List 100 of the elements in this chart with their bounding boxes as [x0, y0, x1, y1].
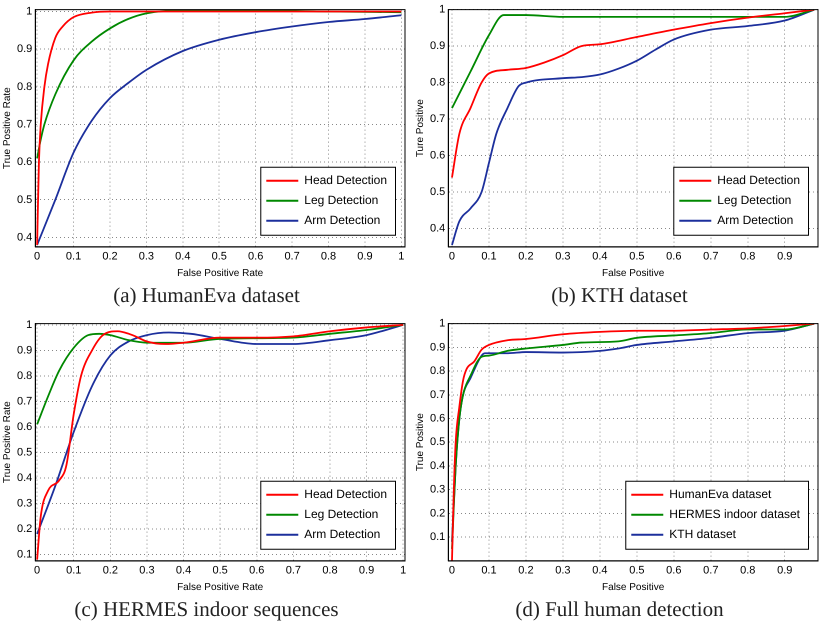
y-axis-title: True Positive: [414, 412, 426, 472]
x-tick-label: 0.3: [555, 250, 571, 262]
x-tick-label: 0.6: [249, 564, 264, 576]
y-tick-label: 1: [439, 4, 446, 16]
y-tick-label: 0.5: [16, 446, 32, 458]
y-tick-label: 0.9: [430, 341, 446, 354]
x-tick-label: 0.9: [358, 564, 374, 576]
y-tick-label: 0.1: [16, 548, 32, 560]
x-tick-label: 0.4: [176, 564, 192, 576]
x-tick-label: 0.8: [320, 250, 336, 262]
x-tick-label: 0.8: [740, 564, 756, 576]
x-tick-label: 0.6: [248, 250, 264, 262]
y-tick-label: 0.7: [430, 388, 446, 401]
legend-label: Arm Detection: [304, 213, 380, 228]
y-tick-label: 0.1: [430, 531, 446, 544]
x-tick-label: 0.2: [518, 250, 534, 262]
y-tick-label: 0.5: [16, 194, 32, 206]
x-axis-title: False Positive: [602, 582, 665, 593]
x-tick-label: 0.2: [102, 564, 118, 576]
x-tick-label: 0.5: [212, 250, 227, 262]
x-tick-label: 0.3: [555, 564, 571, 576]
text: (d) Full human detection: [514, 596, 725, 623]
legend-label: Head Detection: [304, 173, 387, 188]
x-tick-label: 0.7: [703, 250, 718, 262]
y-tick-label: 0.9: [16, 43, 32, 56]
y-tick-label: 0.9: [16, 344, 32, 356]
y-tick-label: 0.8: [16, 370, 32, 382]
x-tick-label: 0.5: [212, 564, 228, 576]
x-axis-title: False Positive Rate: [177, 582, 264, 593]
legend-label: KTH dataset: [669, 527, 737, 542]
y-tick-label: 0.3: [16, 497, 32, 510]
y-axis-title: Ture Positive: [414, 98, 426, 158]
y-tick-label: 0.6: [430, 150, 446, 162]
legend-label: Arm Detection: [717, 213, 794, 228]
y-tick-label: 0.8: [16, 80, 32, 93]
y-tick-label: 1: [26, 318, 32, 331]
x-tick-label: 0.8: [740, 250, 756, 262]
x-tick-label: 0.1: [481, 250, 497, 262]
y-tick-label: 0.7: [430, 113, 446, 126]
legend-label: HumanEva dataset: [669, 487, 772, 502]
legend-label: Leg Detection: [717, 193, 792, 208]
x-tick-label: 1: [398, 250, 404, 262]
line-series: [451, 10, 816, 246]
y-tick-label: 0.7: [16, 118, 32, 130]
y-tick-label: 0.5: [430, 186, 446, 198]
x-tick-label: 0.9: [777, 250, 792, 262]
x-tick-label: 0.9: [777, 564, 792, 576]
x-tick-label: 0.8: [322, 564, 338, 576]
x-tick-label: 0: [34, 564, 40, 576]
y-tick-label: 0.2: [16, 522, 32, 535]
x-tick-label: 0.4: [592, 564, 608, 576]
y-tick-label: 0.6: [16, 156, 32, 168]
y-tick-label: 1: [26, 6, 32, 18]
line-series: [451, 10, 816, 110]
x-tick-label: 0.4: [175, 250, 190, 262]
x-tick-label: 1: [400, 564, 406, 576]
x-tick-label: 0.2: [518, 564, 534, 576]
x-tick-label: 0.5: [629, 564, 644, 576]
y-tick-label: 0.8: [430, 365, 446, 378]
text: (c) HERMES indoor sequences: [73, 596, 340, 623]
y-tick-label: 0.4: [430, 460, 446, 472]
y-tick-label: 0.9: [430, 40, 446, 52]
x-tick-label: 0.6: [666, 250, 682, 262]
x-tick-label: 0.3: [139, 564, 155, 576]
x-tick-label: 0: [34, 250, 40, 262]
y-tick-label: 0.2: [430, 507, 446, 520]
y-axis-title: True Positive Rate: [2, 400, 13, 484]
x-tick-label: 0.7: [284, 250, 300, 262]
text: (a) HumanEva dataset: [112, 282, 301, 309]
x-tick-label: 0.9: [357, 250, 373, 262]
y-tick-label: 0.6: [16, 420, 32, 433]
legend-label: HERMES indoor dataset: [669, 507, 801, 522]
y-tick-label: 0.7: [16, 395, 32, 408]
x-tick-label: 0.3: [138, 250, 154, 262]
y-tick-label: 0.6: [430, 412, 446, 425]
y-tick-label: 0.5: [430, 436, 446, 448]
x-tick-label: 0: [448, 564, 456, 576]
legend-label: Leg Detection: [304, 193, 378, 208]
x-axis-title: False Positive: [602, 268, 665, 279]
x-tick-label: 0.6: [666, 564, 682, 576]
x-tick-label: 0.1: [66, 564, 82, 576]
legend-label: Head Detection: [304, 487, 387, 502]
y-tick-label: 0.4: [16, 231, 32, 244]
text: (b) KTH dataset: [550, 282, 689, 309]
y-tick-label: 1: [439, 318, 446, 330]
x-tick-label: 0.1: [66, 250, 82, 262]
legend-label: Arm Detection: [304, 527, 380, 542]
x-tick-label: 0.1: [481, 564, 497, 576]
x-tick-label: 0: [448, 250, 456, 262]
legend-label: Head Detection: [717, 173, 800, 188]
y-tick-label: 0.4: [16, 472, 32, 484]
x-tick-label: 0.4: [592, 250, 608, 262]
y-tick-label: 0.8: [430, 76, 446, 89]
y-tick-label: 0.3: [430, 484, 446, 496]
x-tick-label: 0.7: [703, 564, 718, 576]
x-axis-title: False Positive Rate: [177, 268, 264, 279]
y-axis-title: True Positive Rate: [2, 86, 13, 170]
y-tick-label: 0.4: [430, 222, 446, 235]
x-tick-label: 0.2: [102, 250, 118, 262]
legend-label: Leg Detection: [304, 507, 378, 522]
